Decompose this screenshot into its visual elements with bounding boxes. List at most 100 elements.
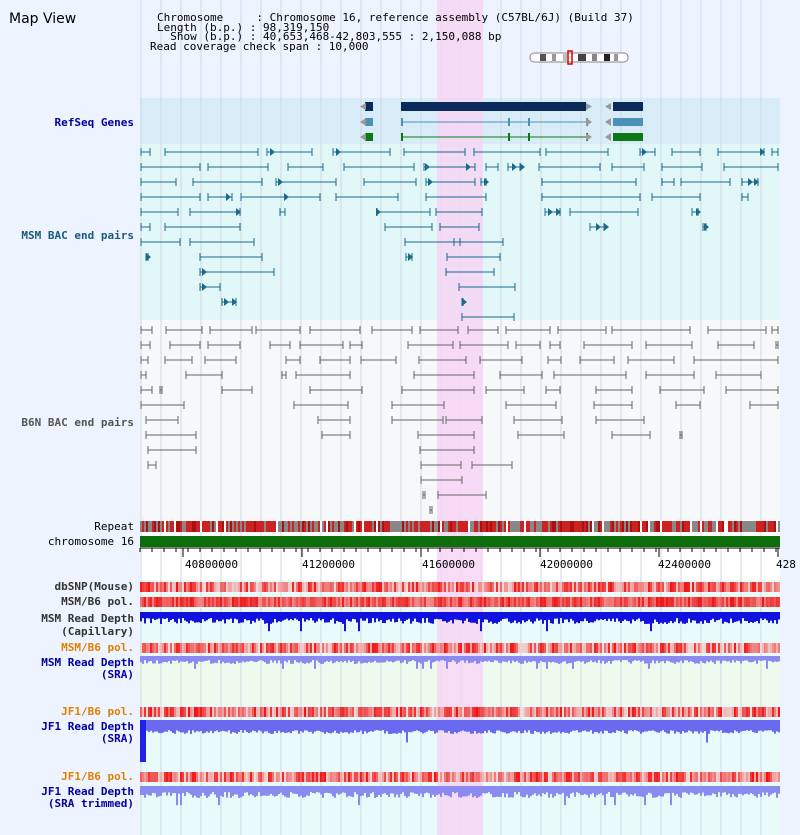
polymorphism-mark xyxy=(640,582,642,592)
depth-bar xyxy=(476,656,478,664)
polymorphism-mark xyxy=(148,772,150,782)
depth-bar xyxy=(284,720,286,733)
repeat-mark xyxy=(524,521,526,532)
label-jf1-depth-sra[interactable]: JF1 Read Depth xyxy=(41,720,134,733)
depth-bar xyxy=(290,720,292,734)
label-msm-depth-sra[interactable]: MSM Read Depth xyxy=(41,656,134,669)
depth-bar xyxy=(374,786,376,798)
polymorphism-mark xyxy=(290,597,292,607)
depth-bar xyxy=(246,612,248,621)
depth-bar xyxy=(234,612,236,619)
depth-bar xyxy=(454,612,456,620)
repeat-mark xyxy=(288,521,290,532)
depth-bar xyxy=(760,786,762,797)
repeat-mark xyxy=(666,521,668,532)
polymorphism-mark xyxy=(382,707,384,717)
depth-bar xyxy=(246,656,248,662)
depth-bar xyxy=(258,612,260,621)
depth-bar xyxy=(204,786,206,796)
repeat-mark xyxy=(650,521,652,532)
label-jf1-b6-pol-2[interactable]: JF1/B6 pol. xyxy=(61,770,134,783)
label-b6n-bac[interactable]: B6N BAC end pairs xyxy=(21,416,134,429)
polymorphism-mark xyxy=(734,597,736,607)
depth-bar xyxy=(750,612,752,622)
depth-bar xyxy=(634,612,636,622)
polymorphism-mark xyxy=(562,643,564,653)
depth-bar xyxy=(762,612,764,621)
polymorphism-mark xyxy=(180,597,182,607)
polymorphism-mark xyxy=(554,772,556,782)
polymorphism-mark xyxy=(302,707,304,717)
polymorphism-mark xyxy=(200,643,202,653)
depth-bar xyxy=(666,786,668,794)
polymorphism-mark xyxy=(460,582,462,592)
label-jf1-depth-trim[interactable]: JF1 Read Depth xyxy=(41,785,134,798)
msm-bac-arrow xyxy=(556,208,561,216)
depth-bar xyxy=(290,612,292,620)
depth-bar xyxy=(386,786,388,796)
depth-bar xyxy=(228,786,230,793)
repeat-mark xyxy=(200,521,202,532)
polymorphism-mark xyxy=(630,772,632,782)
polymorphism-mark xyxy=(466,597,468,607)
polymorphism-mark xyxy=(624,772,626,782)
polymorphism-mark xyxy=(522,597,524,607)
polymorphism-mark xyxy=(396,597,398,607)
label-msm-depth-cap[interactable]: MSM Read Depth xyxy=(41,612,134,625)
polymorphism-mark xyxy=(428,643,430,653)
depth-bar xyxy=(512,786,514,798)
polymorphism-mark xyxy=(164,643,166,653)
polymorphism-mark xyxy=(502,707,504,717)
depth-bar xyxy=(744,656,746,661)
polymorphism-mark xyxy=(674,597,676,607)
polymorphism-mark xyxy=(356,707,358,717)
polymorphism-mark xyxy=(308,707,310,717)
depth-bar xyxy=(306,656,308,663)
depth-bar xyxy=(554,656,556,663)
polymorphism-mark xyxy=(488,772,490,782)
label-dbsnp[interactable]: dbSNP(Mouse) xyxy=(54,580,134,593)
polymorphism-mark xyxy=(424,597,426,607)
depth-bar xyxy=(420,720,422,733)
polymorphism-mark xyxy=(492,772,494,782)
label-refseq-genes[interactable]: RefSeq Genes xyxy=(54,116,134,129)
repeat-mark xyxy=(158,521,160,532)
depth-bar xyxy=(706,612,708,623)
depth-bar xyxy=(508,720,510,734)
repeat-mark xyxy=(218,521,220,532)
polymorphism-mark xyxy=(746,707,748,717)
repeat-mark xyxy=(526,521,528,532)
depth-bar xyxy=(510,612,512,624)
polymorphism-mark xyxy=(574,582,576,592)
polymorphism-mark xyxy=(322,772,324,782)
label-msm-b6-pol-1[interactable]: MSM/B6 pol. xyxy=(61,595,134,608)
label-jf1-b6-pol-1[interactable]: JF1/B6 pol. xyxy=(61,705,134,718)
polymorphism-mark xyxy=(660,772,662,782)
label-msm-b6-pol-2[interactable]: MSM/B6 pol. xyxy=(61,641,134,654)
depth-bar xyxy=(500,656,502,664)
depth-bar xyxy=(740,612,742,624)
depth-bar xyxy=(246,720,248,733)
polymorphism-mark xyxy=(498,643,500,653)
polymorphism-mark xyxy=(494,772,496,782)
depth-bar xyxy=(602,720,604,734)
polymorphism-mark xyxy=(554,643,556,653)
depth-bar xyxy=(186,656,188,662)
polymorphism-mark xyxy=(458,582,460,592)
polymorphism-mark xyxy=(266,643,268,653)
polymorphism-mark xyxy=(752,582,754,592)
repeat-mark xyxy=(604,521,606,532)
polymorphism-mark xyxy=(372,643,374,653)
polymorphism-mark xyxy=(280,597,282,607)
depth-bar xyxy=(242,786,244,797)
polymorphism-mark xyxy=(692,597,694,607)
depth-bar xyxy=(144,786,146,798)
polymorphism-mark xyxy=(520,582,522,592)
depth-bar xyxy=(368,656,370,662)
polymorphism-mark xyxy=(350,582,352,592)
depth-bar xyxy=(270,656,272,661)
depth-bar xyxy=(598,656,600,661)
label-msm-bac[interactable]: MSM BAC end pairs xyxy=(21,229,134,242)
depth-bar xyxy=(192,720,194,731)
